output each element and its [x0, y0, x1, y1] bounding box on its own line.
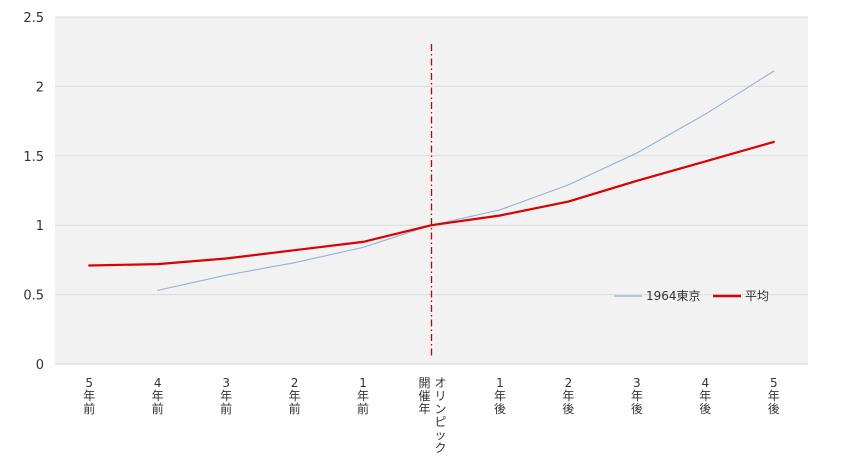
- x-tick-char: 前: [83, 401, 95, 416]
- x-tick-char: 催: [418, 389, 430, 403]
- x-tick-char: ン: [434, 402, 446, 416]
- x-tick-label: 3年後: [631, 376, 643, 416]
- x-tick-char: 5: [85, 376, 93, 390]
- legend: 1964東京 平均: [614, 289, 769, 303]
- x-tick-char: 年: [152, 389, 164, 403]
- x-tick-char: 年: [83, 389, 95, 403]
- x-tick-char: 4: [154, 376, 162, 390]
- x-tick-char: 年: [289, 389, 301, 403]
- x-tick-char: 2: [565, 376, 573, 390]
- x-tick-char: 年: [418, 402, 430, 416]
- x-tick-char: リ: [434, 389, 446, 403]
- x-tick-char: 後: [699, 402, 711, 416]
- x-tick-char: 後: [562, 402, 574, 416]
- x-tick-label: 4年後: [699, 376, 711, 416]
- x-tick-char: ク: [434, 441, 446, 455]
- x-tick-char: 後: [494, 402, 506, 416]
- x-tick-char: 年: [562, 389, 574, 403]
- x-tick-label: 4年前: [152, 376, 164, 416]
- x-tick-char: 3: [222, 376, 230, 390]
- x-tick-char: 前: [220, 401, 232, 416]
- x-tick-char: 前: [152, 401, 164, 416]
- y-tick-label: 2.5: [23, 11, 44, 26]
- x-tick-char: 後: [631, 402, 643, 416]
- series-line-tokyo-1964: [157, 70, 775, 291]
- x-tick-char: 5: [770, 376, 778, 390]
- x-tick-char: 年: [494, 389, 506, 403]
- x-tick-label: 5年前: [83, 376, 95, 416]
- x-tick-char: 後: [768, 402, 780, 416]
- x-tick-char: 1: [496, 376, 504, 390]
- y-tick-label: 0: [36, 358, 44, 373]
- x-tick-char: 1: [359, 376, 367, 390]
- legend-label: 平均: [745, 289, 769, 303]
- x-tick-char: 開: [418, 376, 430, 390]
- x-tick-char: ピ: [434, 415, 446, 429]
- x-tick-char: 年: [357, 389, 369, 403]
- x-tick-char: オ: [434, 376, 446, 390]
- x-tick-char: ッ: [434, 428, 446, 442]
- y-tick-label: 1: [36, 219, 44, 234]
- x-tick-char: 年: [699, 389, 711, 403]
- y-tick-label: 1.5: [23, 150, 44, 165]
- y-tick-label: 0.5: [23, 289, 44, 304]
- legend-label: 1964東京: [646, 289, 701, 303]
- x-tick-label: 1年後: [494, 376, 506, 416]
- x-tick-char: 2: [291, 376, 299, 390]
- x-tick-char: 年: [220, 389, 232, 403]
- x-tick-char: 年: [768, 389, 780, 403]
- x-tick-label: 3年前: [220, 376, 232, 416]
- x-tick-char: 年: [631, 389, 643, 403]
- y-tick-label: 2: [36, 80, 44, 95]
- x-tick-label: 1年前: [357, 376, 369, 416]
- x-tick-char: 前: [289, 401, 301, 416]
- x-tick-label: 2年後: [562, 376, 574, 416]
- x-tick-char: 3: [633, 376, 641, 390]
- x-tick-label: 5年後: [768, 376, 780, 416]
- x-tick-char: 前: [357, 401, 369, 416]
- x-tick-char: 4: [701, 376, 709, 390]
- x-tick-label: 2年前: [289, 376, 301, 416]
